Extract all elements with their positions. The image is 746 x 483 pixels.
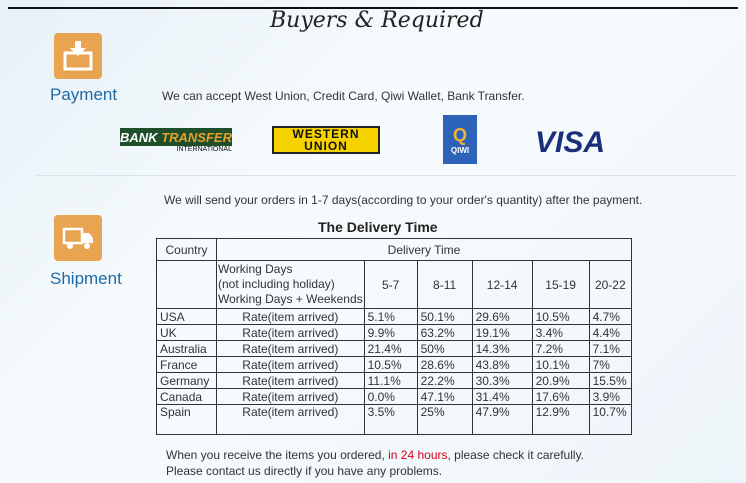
rate-label-cell: Rate(item arrived) bbox=[216, 340, 365, 357]
rate-cell: 28.6% bbox=[416, 356, 473, 373]
receive-note: When you receive the items you ordered, … bbox=[166, 448, 585, 478]
rate-cell: 3.9% bbox=[588, 388, 633, 405]
rate-label-cell: Rate(item arrived) bbox=[216, 372, 365, 389]
rate-cell: 10.5% bbox=[363, 356, 418, 373]
table-row: Spain Rate(item arrived) 3.5% 25% 47.9% 12.9%… bbox=[156, 404, 633, 435]
rate-cell: 63.2% bbox=[416, 324, 473, 341]
rate-cell: 3.5% bbox=[363, 404, 418, 435]
country-cell: Australia bbox=[156, 340, 217, 357]
rate-cell: 15.5% bbox=[588, 372, 633, 389]
rate-label-cell: Rate(item arrived) bbox=[216, 388, 365, 405]
shipment-text: We will send your orders in 1-7 days(acc… bbox=[164, 193, 643, 207]
country-cell: USA bbox=[156, 308, 217, 325]
rate-cell: 21.4% bbox=[363, 340, 418, 357]
visa-logo: VISA bbox=[535, 126, 606, 159]
page-title: Buyers & Required bbox=[270, 8, 484, 33]
rate-cell: 22.2% bbox=[416, 372, 473, 389]
bank-transfer-logo: BANK TRANSFER INTERNATIONAL bbox=[120, 128, 232, 153]
rate-cell: 12.9% bbox=[531, 404, 590, 435]
rate-cell: 10.5% bbox=[531, 308, 590, 325]
header-delivery-time: Delivery Time bbox=[216, 238, 632, 261]
rate-cell: 7% bbox=[588, 356, 633, 373]
rate-cell: 9.9% bbox=[363, 324, 418, 341]
rate-label-cell: Rate(item arrived) bbox=[216, 324, 365, 341]
header-working-days: Working Days (not including holiday) Worki… bbox=[216, 260, 365, 309]
rate-cell: 4.7% bbox=[588, 308, 633, 325]
rate-label-cell: Rate(item arrived) bbox=[216, 308, 365, 325]
rate-cell: 47.9% bbox=[471, 404, 533, 435]
rate-label-cell: Rate(item arrived) bbox=[216, 356, 365, 373]
header-range: 15-19 bbox=[531, 260, 590, 309]
truck-icon bbox=[54, 215, 102, 261]
rate-cell: 31.4% bbox=[471, 388, 533, 405]
rate-cell: 10.7% bbox=[588, 404, 633, 435]
rate-cell: 14.3% bbox=[471, 340, 533, 357]
rate-cell: 7.1% bbox=[588, 340, 633, 357]
download-box-icon bbox=[54, 33, 102, 79]
section-divider bbox=[36, 175, 736, 176]
rate-label-cell: Rate(item arrived) bbox=[216, 404, 365, 435]
rate-cell: 4.4% bbox=[588, 324, 633, 341]
rate-cell: 20.9% bbox=[531, 372, 590, 389]
rate-cell: 3.4% bbox=[531, 324, 590, 341]
top-divider bbox=[8, 7, 738, 9]
payment-label: Payment bbox=[50, 85, 118, 104]
table-row: Germany Rate(item arrived) 11.1% 22.2% 30.3%… bbox=[156, 372, 633, 389]
payment-text: We can accept West Union, Credit Card, Q… bbox=[162, 89, 525, 103]
country-cell: Germany bbox=[156, 372, 217, 389]
shipment-label: Shipment bbox=[50, 269, 122, 288]
table-row: France Rate(item arrived) 10.5% 28.6% 43.8% 1… bbox=[156, 356, 633, 373]
country-cell: Spain bbox=[156, 404, 217, 435]
country-cell: France bbox=[156, 356, 217, 373]
table-row: USA Rate(item arrived) 5.1% 50.1% 29.6% 10.5%… bbox=[156, 308, 633, 325]
western-union-logo: WESTERN UNION bbox=[272, 126, 380, 154]
note-highlight: in 24 hours bbox=[388, 448, 448, 462]
country-cell: UK bbox=[156, 324, 217, 341]
header-range: 20-22 bbox=[588, 260, 633, 309]
table-title: The Delivery Time bbox=[318, 219, 438, 235]
header-country: Country bbox=[156, 238, 217, 261]
rate-cell: 25% bbox=[416, 404, 473, 435]
delivery-table: Country Delivery Time Working Days (not i… bbox=[156, 238, 633, 435]
header-range: 8-11 bbox=[416, 260, 473, 309]
rate-cell: 29.6% bbox=[471, 308, 533, 325]
rate-cell: 19.1% bbox=[471, 324, 533, 341]
rate-cell: 5.1% bbox=[363, 308, 418, 325]
rate-cell: 50.1% bbox=[416, 308, 473, 325]
rate-cell: 47.1% bbox=[416, 388, 473, 405]
table-row: Australia Rate(item arrived) 21.4% 50% 14.3%… bbox=[156, 340, 633, 357]
rate-cell: 7.2% bbox=[531, 340, 590, 357]
rate-cell: 30.3% bbox=[471, 372, 533, 389]
rate-cell: 43.8% bbox=[471, 356, 533, 373]
header-range: 5-7 bbox=[363, 260, 418, 309]
table-row: UK Rate(item arrived) 9.9% 63.2% 19.1% 3.4% 4.… bbox=[156, 324, 633, 341]
rate-cell: 11.1% bbox=[363, 372, 418, 389]
rate-cell: 0.0% bbox=[363, 388, 418, 405]
table-row: Canada Rate(item arrived) 0.0% 47.1% 31.4% 17… bbox=[156, 388, 633, 405]
qiwi-logo: Q QIWI bbox=[443, 115, 477, 164]
rate-cell: 10.1% bbox=[531, 356, 590, 373]
rate-cell: 50% bbox=[416, 340, 473, 357]
country-cell: Canada bbox=[156, 388, 217, 405]
rate-cell: 17.6% bbox=[531, 388, 590, 405]
header-range: 12-14 bbox=[471, 260, 533, 309]
